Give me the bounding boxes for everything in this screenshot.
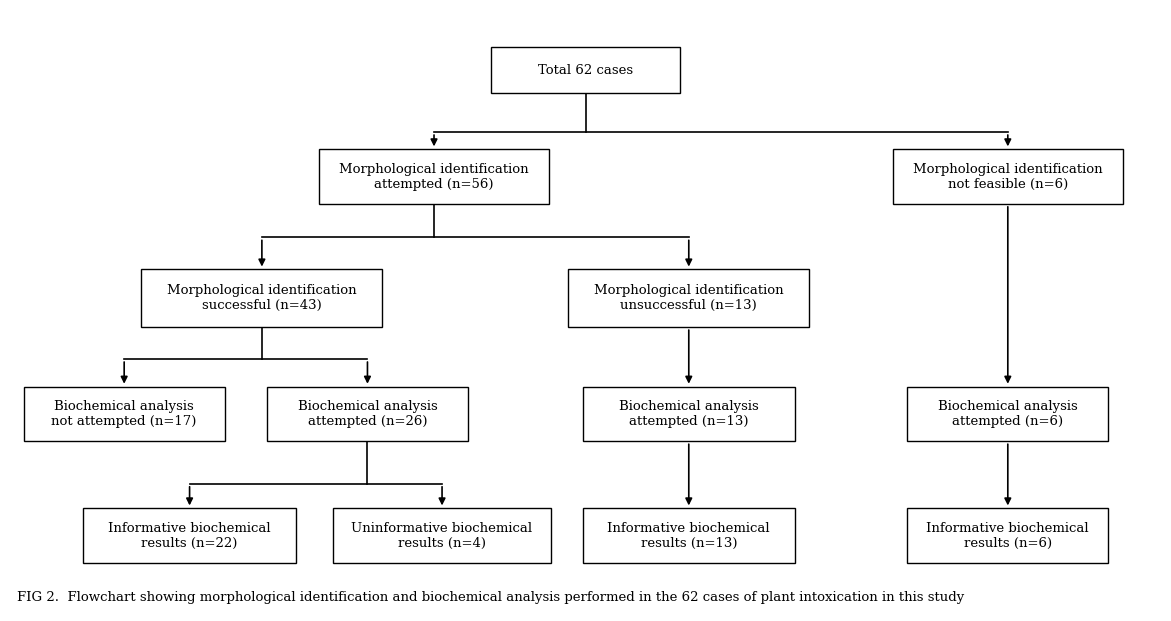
- Text: Morphological identification
not feasible (n=6): Morphological identification not feasibl…: [913, 163, 1103, 191]
- FancyBboxPatch shape: [908, 508, 1108, 563]
- Text: Morphological identification
attempted (n=56): Morphological identification attempted (…: [340, 163, 529, 191]
- FancyBboxPatch shape: [893, 149, 1123, 204]
- Text: Informative biochemical
results (n=13): Informative biochemical results (n=13): [608, 522, 771, 550]
- FancyBboxPatch shape: [23, 386, 225, 442]
- FancyBboxPatch shape: [320, 149, 549, 204]
- Text: Morphological identification
successful (n=43): Morphological identification successful …: [167, 284, 357, 312]
- Text: Informative biochemical
results (n=22): Informative biochemical results (n=22): [108, 522, 271, 550]
- Text: Biochemical analysis
not attempted (n=17): Biochemical analysis not attempted (n=17…: [52, 400, 197, 428]
- Text: Morphological identification
unsuccessful (n=13): Morphological identification unsuccessfu…: [594, 284, 783, 312]
- FancyBboxPatch shape: [568, 270, 809, 327]
- Text: Biochemical analysis
attempted (n=6): Biochemical analysis attempted (n=6): [938, 400, 1077, 428]
- Text: Biochemical analysis
attempted (n=26): Biochemical analysis attempted (n=26): [297, 400, 437, 428]
- FancyBboxPatch shape: [908, 386, 1108, 442]
- FancyBboxPatch shape: [142, 270, 383, 327]
- FancyBboxPatch shape: [267, 386, 468, 442]
- Text: FIG 2.  Flowchart showing morphological identification and biochemical analysis : FIG 2. Flowchart showing morphological i…: [18, 591, 965, 604]
- FancyBboxPatch shape: [333, 508, 552, 563]
- FancyBboxPatch shape: [83, 508, 296, 563]
- Text: Uninformative biochemical
results (n=4): Uninformative biochemical results (n=4): [351, 522, 533, 550]
- Text: Informative biochemical
results (n=6): Informative biochemical results (n=6): [926, 522, 1089, 550]
- Text: Total 62 cases: Total 62 cases: [537, 63, 634, 76]
- Text: Biochemical analysis
attempted (n=13): Biochemical analysis attempted (n=13): [619, 400, 759, 428]
- FancyBboxPatch shape: [583, 386, 795, 442]
- FancyBboxPatch shape: [583, 508, 795, 563]
- FancyBboxPatch shape: [491, 47, 680, 93]
